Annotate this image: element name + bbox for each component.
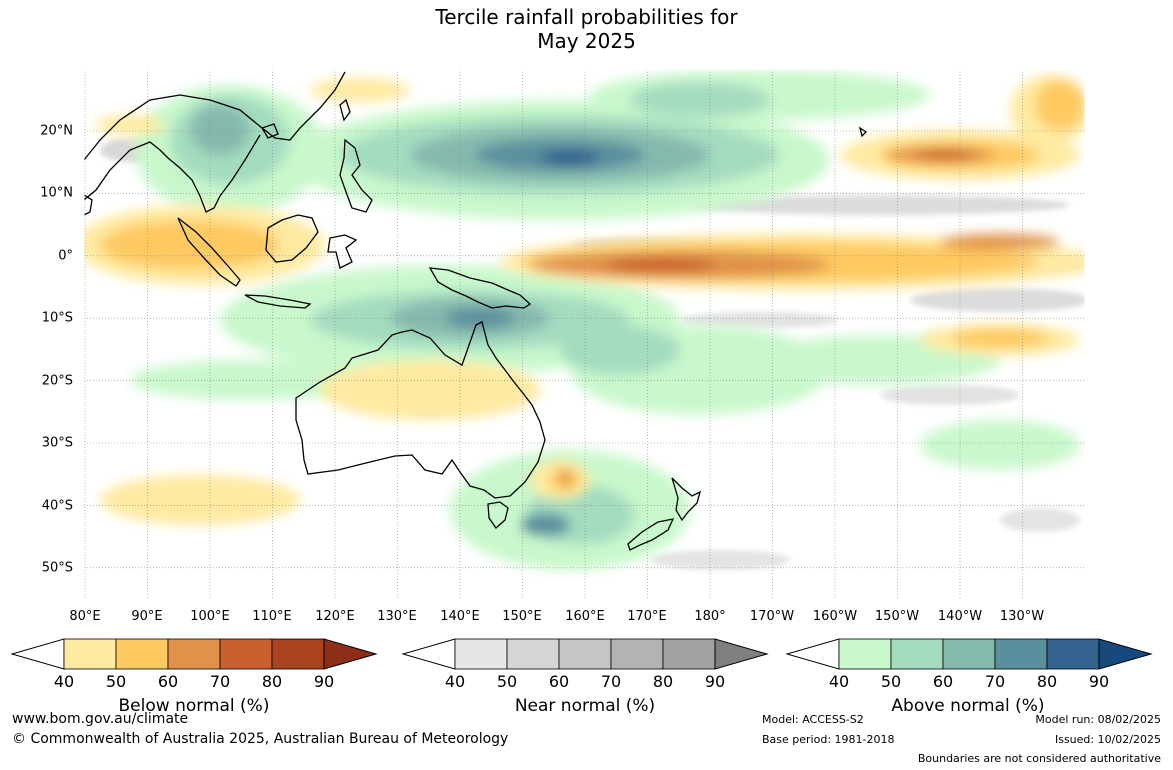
colorbar-tick: 80 (1036, 672, 1058, 691)
lon-label: 140°W (937, 609, 983, 624)
colorbar-segment (63, 638, 117, 670)
lon-label: 130°W (999, 609, 1045, 624)
colorbar-tick: 50 (880, 672, 902, 691)
colorbar-segment (454, 638, 508, 670)
coastlines (84, 71, 868, 551)
colorbar-tick: 90 (1088, 672, 1110, 691)
colorbar-segment (994, 638, 1048, 670)
lon-label: 120°E (315, 609, 355, 624)
colorbar-tick: 80 (652, 672, 674, 691)
new-guinea-coastline (428, 267, 532, 309)
colorbar-tick: 50 (496, 672, 518, 691)
colorbar-title-below: Below normal (%) (118, 696, 270, 716)
colorbar-tick: 40 (53, 672, 75, 691)
lon-label: 100°E (190, 609, 230, 624)
new-zealand-north-coastline (671, 477, 702, 522)
lat-label: 10°S (41, 310, 73, 326)
lon-label: 140°E (440, 609, 480, 624)
lat-label: 50°S (41, 560, 73, 576)
lon-label: 160°E (565, 609, 605, 624)
lat-label: 0° (58, 248, 73, 264)
hainan-coastline (261, 123, 279, 139)
colorbar-segment (558, 638, 612, 670)
colorbar-tick: 60 (932, 672, 954, 691)
colorbar-segment (167, 638, 221, 670)
colorbar-segment (838, 638, 892, 670)
model-run-text: Model run: 08/02/2025 (1035, 713, 1161, 726)
lon-label: 180° (694, 609, 726, 624)
taiwan-coastline (339, 98, 351, 122)
sri-lanka-coastline (84, 194, 93, 216)
new-zealand-south-coastline (627, 518, 675, 551)
colorbar-segment (662, 638, 716, 670)
colorbar-tick: 60 (548, 672, 570, 691)
borneo-coastline (265, 214, 319, 263)
lon-label: 90°E (131, 609, 163, 624)
tasmania-coastline (487, 501, 509, 529)
colorbar-tick: 90 (704, 672, 726, 691)
colorbar-tick: 50 (105, 672, 127, 691)
boundaries-disclaimer: Boundaries are not considered authoritat… (917, 752, 1161, 765)
colorbar-segment (890, 638, 944, 670)
lon-label: 160°W (812, 609, 858, 624)
lat-label: 20°N (40, 123, 73, 139)
lat-label: 10°N (40, 185, 73, 201)
colorbar-tick: 70 (984, 672, 1006, 691)
australia-coastline (295, 321, 546, 499)
colorbar-tick: 70 (209, 672, 231, 691)
colorbar-below-normal (10, 638, 378, 670)
colorbar-segment (506, 638, 560, 670)
colorbar-title-near: Near normal (%) (514, 696, 656, 716)
lon-label: 170°W (749, 609, 795, 624)
lat-label: 20°S (41, 373, 73, 389)
above-normal-patches (130, 70, 1080, 570)
lon-label: 170°E (627, 609, 667, 624)
philippines-coastline (339, 138, 373, 213)
colorbar-high-end (323, 638, 378, 670)
colorbar-tick: 70 (600, 672, 622, 691)
sulawesi-coastline (327, 234, 358, 269)
java-coastline (244, 294, 312, 309)
colorbar-segment (271, 638, 325, 670)
colorbar-low-end (785, 638, 840, 670)
colorbar-low-end (401, 638, 456, 670)
sumatra-coastline (177, 217, 241, 287)
colorbar-title-above: Above normal (%) (891, 696, 1045, 716)
lat-label: 30°S (41, 435, 73, 451)
colorbar-near-normal (401, 638, 769, 670)
colorbar-segment (219, 638, 273, 670)
hawaii-coastline (858, 126, 868, 138)
map-frame (83, 68, 1086, 601)
map-title-line1: Tercile rainfall probabilities for (435, 5, 738, 29)
colorbar-tick: 40 (444, 672, 466, 691)
graticule (84, 69, 1085, 600)
probability-map (83, 68, 1086, 601)
colorbar-tick: 80 (261, 672, 283, 691)
colorbar-high-end (1098, 638, 1153, 670)
colorbar-segment (1046, 638, 1100, 670)
lon-label: 130°E (377, 609, 417, 624)
colorbar-low-end (10, 638, 65, 670)
website-link[interactable]: www.bom.gov.au/climate (12, 711, 189, 727)
issued-text: Issued: 10/02/2025 (1054, 733, 1161, 746)
map-title-line2: May 2025 (537, 29, 636, 53)
colorbar-segment (942, 638, 996, 670)
lon-label: 110°E (252, 609, 292, 624)
colorbar-tick: 90 (313, 672, 335, 691)
colorbar-high-end (714, 638, 769, 670)
copyright-text: © Commonwealth of Australia 2025, Austra… (12, 731, 509, 747)
colorbar-tick: 40 (828, 672, 850, 691)
colorbar-segment (610, 638, 664, 670)
base-period-text: Base period: 1981-2018 (762, 733, 895, 746)
model-text: Model: ACCESS-S2 (762, 713, 864, 726)
lon-label: 80°E (69, 609, 101, 624)
colorbar-segment (115, 638, 169, 670)
lat-label: 40°S (41, 498, 73, 514)
lon-label: 150°E (502, 609, 542, 624)
southeast-asia-coastline (84, 71, 346, 213)
colorbar-above-normal (785, 638, 1153, 670)
lon-label: 150°W (874, 609, 920, 624)
colorbar-tick: 60 (157, 672, 179, 691)
